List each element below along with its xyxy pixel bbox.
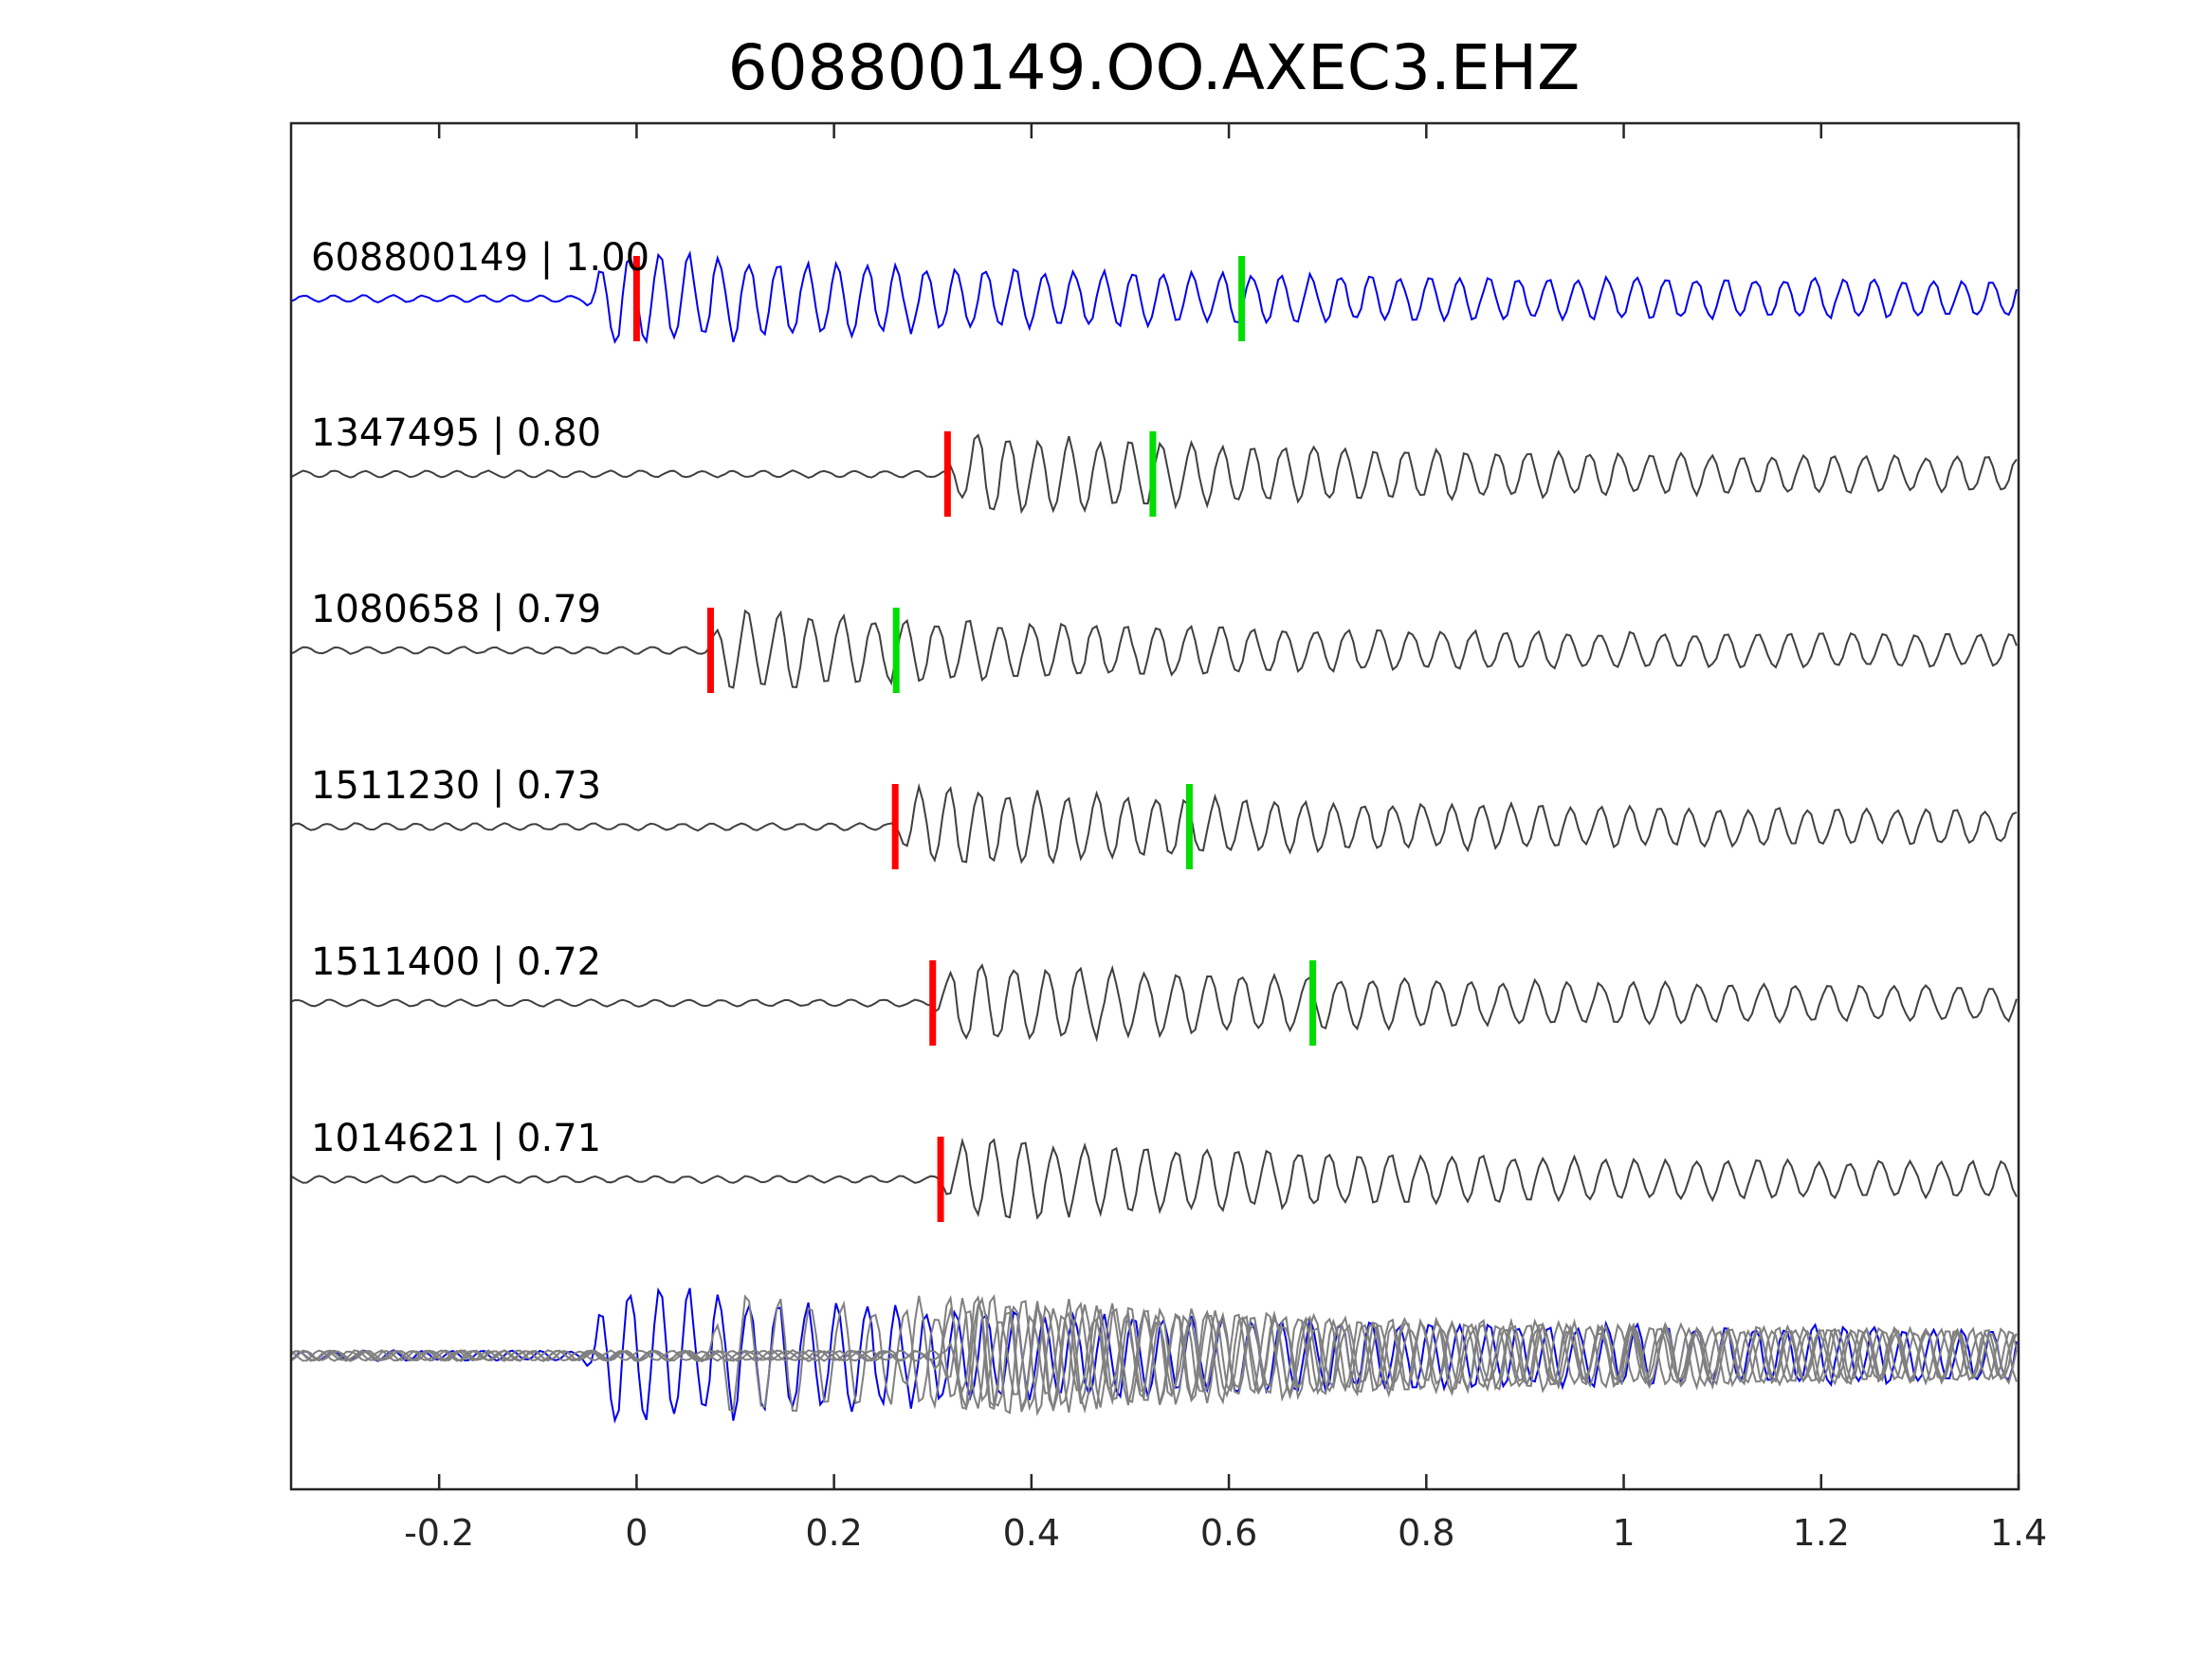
waveform-trace-1511230 (290, 782, 2018, 865)
x-tick-label-3: 0.4 (1003, 1512, 1060, 1554)
waveform-trace-1511400 (290, 963, 2018, 1043)
x-tick-label-8: 1.4 (1990, 1512, 2047, 1554)
trace-label-1014621: 1014621 | 0.71 (311, 1117, 601, 1160)
trace-labels-group: 608800149 | 1.00 1347495 | 0.80 1080658 | … (311, 236, 649, 1160)
overlay-trace-1014621 (290, 1294, 2018, 1417)
overlay-trace-1347495 (290, 1295, 2018, 1414)
x-tick-label-4: 0.6 (1200, 1512, 1257, 1554)
trace-label-1511230: 1511230 | 0.73 (311, 764, 601, 808)
trace-label-1347495: 1347495 | 0.80 (311, 411, 601, 455)
overlay-group (290, 1286, 2018, 1424)
trace-label-1080658: 1080658 | 0.79 (311, 588, 601, 631)
x-tick-label-1: 0 (625, 1512, 648, 1554)
trace-label-1511400: 1511400 | 0.72 (311, 940, 601, 984)
waveform-trace-1080658 (290, 609, 2018, 689)
plot-area-frame (289, 121, 2020, 1491)
x-tick-label-7: 1.2 (1793, 1512, 1850, 1554)
x-tick-label-6: 1 (1612, 1512, 1635, 1554)
x-axis-ticks: -0.2 0 0.2 0.4 0.6 0.8 1 1.2 1.4 (404, 123, 2047, 1554)
trace-label-608800149: 608800149 | 1.00 (311, 236, 649, 280)
waveform-trace-1014621 (290, 1137, 2018, 1220)
x-tick-label-5: 0.8 (1398, 1512, 1454, 1554)
chart-title: 608800149.OO.AXEC3.EHZ (728, 31, 1581, 104)
picks-group (632, 256, 1317, 1222)
x-tick-label-0: -0.2 (404, 1512, 474, 1554)
x-tick-label-2: 0.2 (805, 1512, 862, 1554)
waveform-trace-608800149 (290, 250, 2018, 345)
